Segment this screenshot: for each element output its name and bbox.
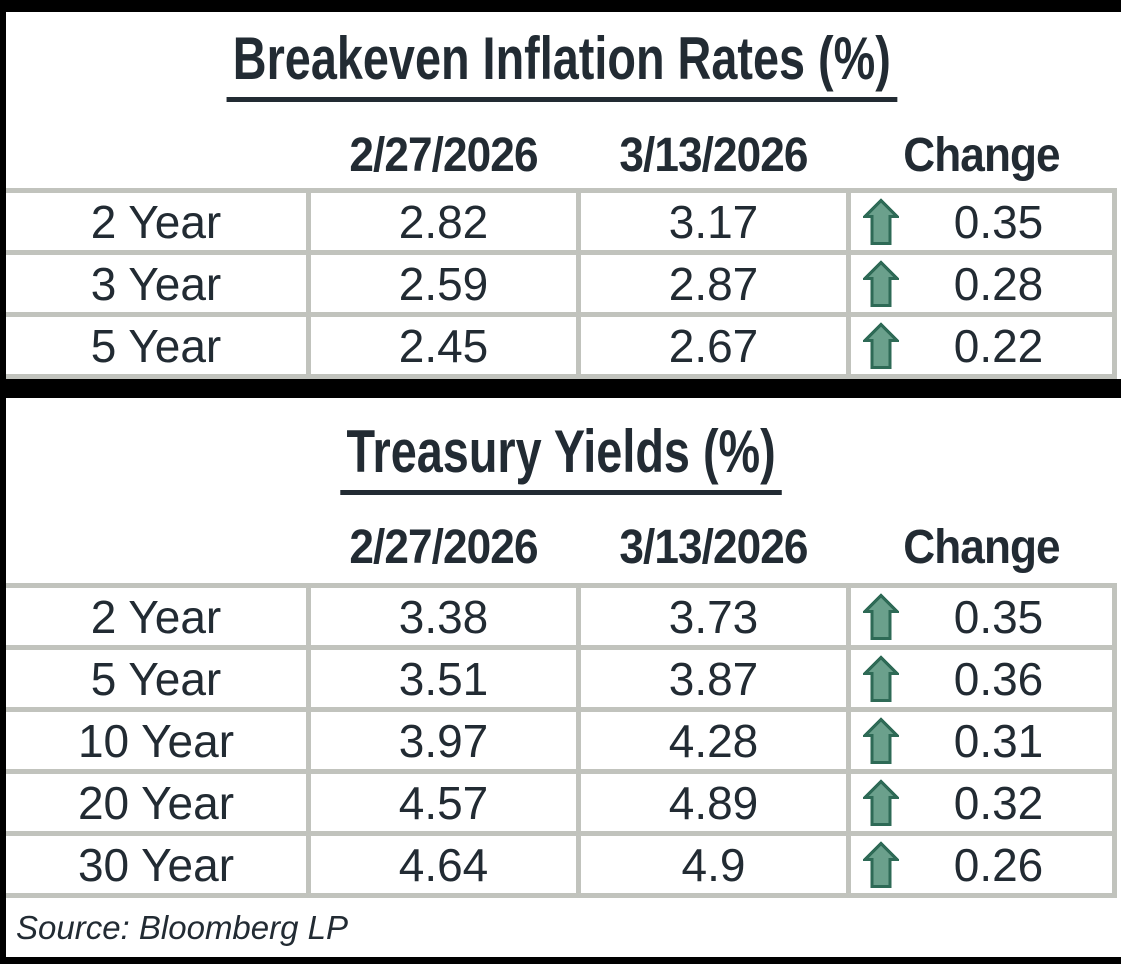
change-cell: 0.28	[851, 255, 1112, 312]
value-cell-1: 3.97	[311, 712, 576, 769]
change-cell: 0.35	[851, 193, 1112, 250]
change-value: 0.28	[953, 257, 1044, 310]
value-cell-1: 2.59	[311, 255, 576, 312]
value-cell-2: 2.67	[581, 317, 846, 374]
change-cell: 0.32	[851, 774, 1112, 831]
row-label: 20 Year	[6, 774, 306, 831]
change-cell: 0.35	[851, 588, 1112, 645]
column-header-change: Change	[903, 128, 1060, 182]
value-cell-2: 3.73	[581, 588, 846, 645]
breakeven-table-rows: 2 Year 2.82 3.17 0.35 3 Year 2.59 2.87 0…	[6, 188, 1117, 379]
value-cell-1: 3.51	[311, 650, 576, 707]
value-cell-2: 4.28	[581, 712, 846, 769]
change-value: 0.35	[953, 195, 1044, 248]
source-note: Source: Bloomberg LP	[16, 908, 349, 946]
up-arrow-icon	[863, 197, 899, 245]
column-header-date1: 2/27/2026	[349, 520, 538, 574]
column-header-change: Change	[903, 520, 1060, 574]
up-arrow-icon	[863, 321, 899, 369]
up-arrow-icon	[863, 840, 899, 888]
table-title: Breakeven Inflation Rates (%)	[226, 26, 897, 102]
value-cell-2: 2.87	[581, 255, 846, 312]
row-label: 2 Year	[6, 588, 306, 645]
column-header-date2: 3/13/2026	[619, 520, 808, 574]
column-header-date1: 2/27/2026	[349, 128, 538, 182]
row-label: 30 Year	[6, 836, 306, 893]
value-cell-1: 3.38	[311, 588, 576, 645]
value-cell-1: 2.45	[311, 317, 576, 374]
change-value: 0.32	[953, 776, 1044, 829]
row-label: 5 Year	[6, 317, 306, 374]
value-cell-1: 4.64	[311, 836, 576, 893]
change-value: 0.22	[953, 319, 1044, 372]
row-label: 5 Year	[6, 650, 306, 707]
change-value: 0.35	[953, 590, 1044, 643]
up-arrow-icon	[863, 654, 899, 702]
change-value: 0.31	[953, 714, 1044, 767]
treasury-table-title-block: Treasury Yields (%)	[6, 398, 1117, 516]
change-cell: 0.36	[851, 650, 1112, 707]
up-arrow-icon	[863, 259, 899, 307]
top-frame-bar	[0, 0, 1121, 12]
change-cell: 0.31	[851, 712, 1112, 769]
row-label: 3 Year	[6, 255, 306, 312]
value-cell-2: 3.87	[581, 650, 846, 707]
table-title: Treasury Yields (%)	[340, 419, 783, 495]
up-arrow-icon	[863, 716, 899, 764]
value-cell-2: 4.89	[581, 774, 846, 831]
breakeven-table-title-block: Breakeven Inflation Rates (%)	[6, 12, 1117, 116]
value-cell-1: 2.82	[311, 193, 576, 250]
value-cell-1: 4.57	[311, 774, 576, 831]
source-row: Source: Bloomberg LP	[6, 898, 1117, 957]
divider-bar	[0, 379, 1121, 398]
bottom-frame-bar	[0, 957, 1121, 964]
change-cell: 0.22	[851, 317, 1112, 374]
change-value: 0.36	[953, 652, 1044, 705]
change-cell: 0.26	[851, 836, 1112, 893]
left-frame-bar	[0, 0, 6, 964]
up-arrow-icon	[863, 778, 899, 826]
value-cell-2: 3.17	[581, 193, 846, 250]
row-label: 10 Year	[6, 712, 306, 769]
treasury-column-headers: 2/27/2026 3/13/2026 Change	[6, 518, 1117, 576]
breakeven-column-headers: 2/27/2026 3/13/2026 Change	[6, 126, 1117, 184]
value-cell-2: 4.9	[581, 836, 846, 893]
column-header-date2: 3/13/2026	[619, 128, 808, 182]
change-value: 0.26	[953, 838, 1044, 891]
row-label: 2 Year	[6, 193, 306, 250]
up-arrow-icon	[863, 592, 899, 640]
treasury-table-rows: 2 Year 3.38 3.73 0.35 5 Year 3.51 3.87 0…	[6, 583, 1117, 898]
